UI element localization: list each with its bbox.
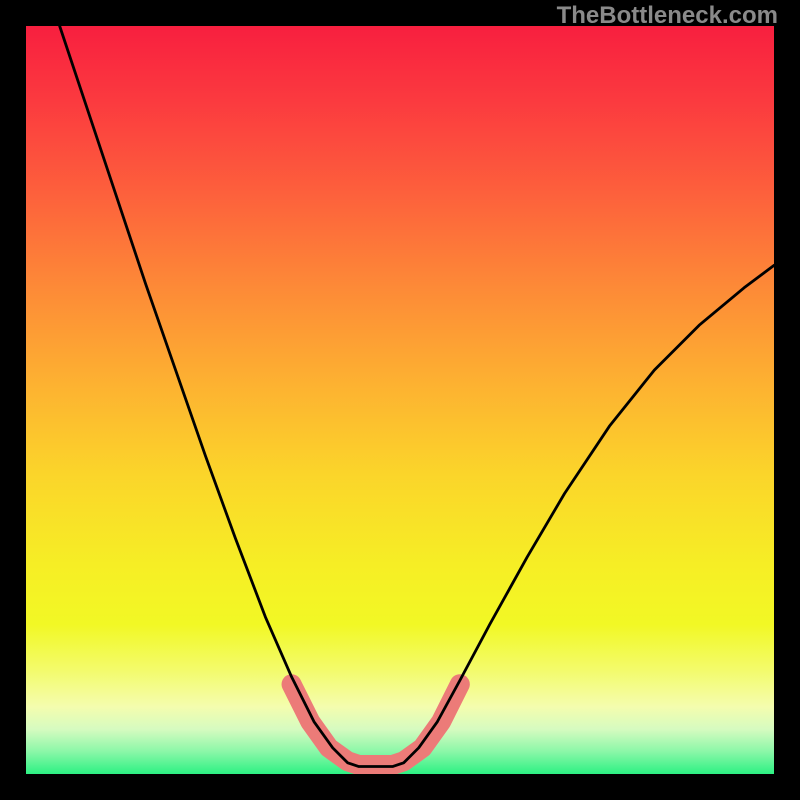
frame-border xyxy=(0,774,800,800)
frame-border xyxy=(0,0,26,800)
frame-border xyxy=(774,0,800,800)
plot-background xyxy=(26,26,774,774)
watermark: TheBottleneck.com xyxy=(557,2,778,30)
